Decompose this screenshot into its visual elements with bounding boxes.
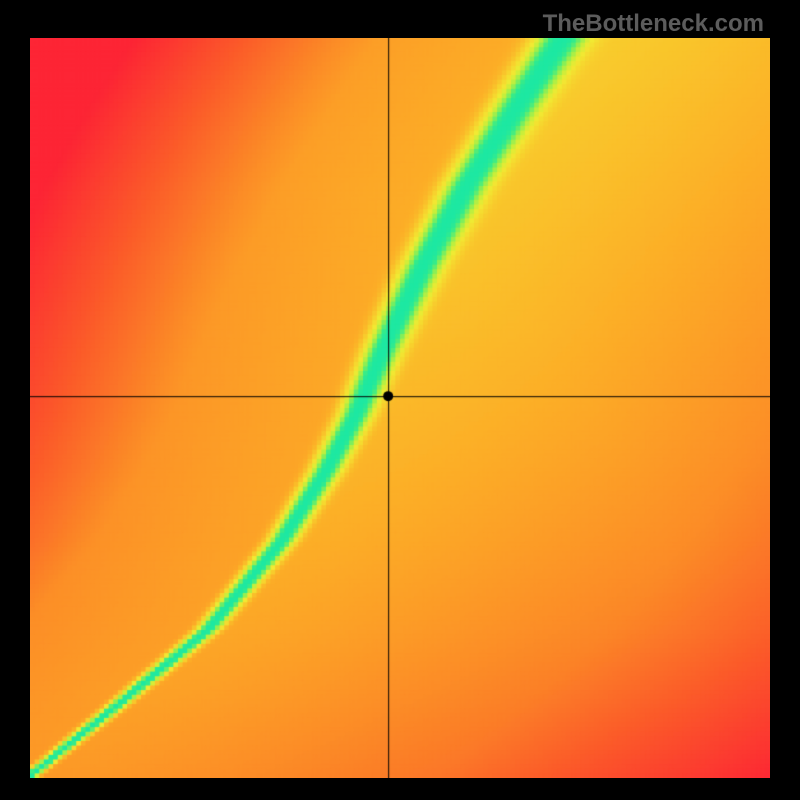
heatmap-container: TheBottleneck.com	[0, 0, 800, 800]
watermark-text: TheBottleneck.com	[543, 10, 764, 38]
bottleneck-heatmap	[30, 38, 770, 778]
